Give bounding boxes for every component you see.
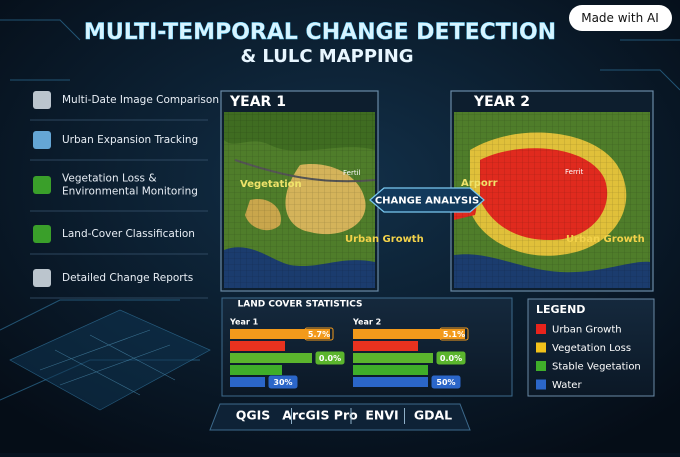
stat-label-bg (304, 327, 334, 341)
feature-label: Urban Expansion Tracking (62, 134, 198, 146)
stat-bar (230, 377, 265, 387)
stats-panel: LAND COVER STATISTICS Year 1 5.7% 0.0% 30% Y… (221, 297, 513, 397)
map-year1: YEAR 1 Vegetation Urban Growth Fertil (220, 90, 424, 292)
stat-label-bg (268, 375, 298, 389)
stat-label-bg (439, 327, 469, 341)
feature-label: Vegetation Loss & (62, 173, 157, 185)
stat-label: 5.7% (308, 330, 330, 339)
stat-label-bg (431, 375, 461, 389)
badge: Made with AI (581, 11, 659, 25)
stat-bar (230, 353, 312, 363)
legend-label: Water (552, 380, 582, 391)
map-label: Urban Growth (345, 234, 424, 245)
feature-list: Multi-Date Image Comparison Urban Expansi… (30, 91, 219, 299)
stats-title: LAND COVER STATISTICS (238, 300, 363, 310)
title: MULTI-TEMPORAL CHANGE DETECTION (84, 20, 556, 45)
stat-bar (353, 353, 433, 363)
change-label: CHANGE ANALYSIS (375, 196, 479, 207)
feature-icon (33, 91, 51, 109)
map-year2: YEAR 2 Arporr Urban Growth Ferrit (450, 90, 654, 292)
feature-icon (33, 225, 51, 243)
change-analysis: CHANGE ANALYSIS (369, 187, 485, 213)
legend-swatch (536, 361, 546, 371)
stat-label: 5.1% (443, 330, 465, 339)
legend-label: Urban Growth (552, 325, 622, 336)
feature-icon (33, 176, 51, 194)
map-title: YEAR 1 (229, 94, 286, 110)
legend-swatch (536, 379, 546, 390)
stat-bar (230, 329, 330, 339)
badge-bg (569, 5, 672, 31)
legend-label: Vegetation Loss (552, 343, 631, 354)
stat-label-bg (436, 351, 466, 365)
feature-icon (33, 269, 51, 287)
feature-label: Multi-Date Image Comparison (62, 94, 219, 106)
stat-label: 0.0% (319, 354, 341, 363)
stat-label: 50% (436, 378, 455, 387)
legend-label: Stable Vegetation (552, 362, 641, 373)
tool-name: ENVI (365, 408, 398, 423)
tool-bar: QGIS ArcGIS Pro ENVI GDAL (209, 403, 471, 431)
map-label: Urban Growth (566, 234, 645, 245)
legend-swatch (536, 324, 546, 334)
stat-label-bg (315, 351, 345, 365)
map-label: Ferrit (565, 168, 584, 176)
map-label: Vegetation (240, 179, 302, 190)
map-label: Arporr (461, 178, 498, 189)
group-name: Year 2 (352, 318, 381, 327)
legend-title: LEGEND (536, 303, 585, 316)
tool-name: ArcGIS Pro (282, 408, 358, 423)
feature-label: Land-Cover Classification (62, 228, 195, 240)
map-label: Fertil (343, 169, 361, 177)
legend: LEGEND Urban Growth Vegetation Loss Stable… (527, 298, 655, 397)
map-title: YEAR 2 (473, 94, 530, 110)
group-name: Year 1 (229, 318, 259, 327)
subtitle: & LULC MAPPING (240, 46, 413, 67)
stat-bar (353, 329, 465, 339)
feature-label: Environmental Monitoring (62, 186, 198, 198)
city-grid-decor (9, 309, 211, 411)
feature-label: Detailed Change Reports (62, 272, 193, 284)
stat-bar (230, 365, 282, 375)
feature-icon (33, 131, 51, 149)
legend-swatch (536, 342, 546, 353)
stat-label: 0.0% (440, 354, 462, 363)
tool-name: GDAL (414, 408, 452, 423)
stat-bar (353, 377, 428, 387)
tool-name: QGIS (236, 408, 271, 423)
stat-bar (353, 341, 418, 351)
stat-label: 30% (273, 378, 292, 387)
stat-bar (353, 365, 428, 375)
stat-bar (230, 341, 285, 351)
